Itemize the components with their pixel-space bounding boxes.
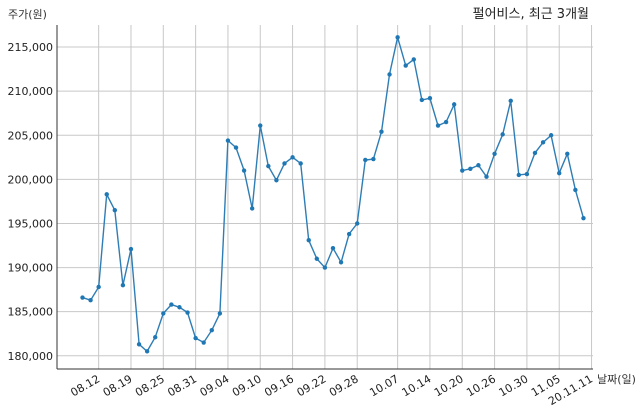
axis-layer [56, 25, 593, 370]
data-point [524, 171, 530, 177]
x-tick-label: 08.31 [165, 372, 199, 399]
y-tick-label: 185,000 [8, 306, 54, 319]
data-point [476, 163, 481, 168]
x-tick-labels: 08.1208.1908.2508.3109.0409.1009.1609.22… [68, 372, 595, 408]
x-tick-label: 08.12 [68, 372, 102, 399]
data-point [379, 129, 384, 134]
data-point [403, 63, 408, 68]
data-point [96, 284, 101, 290]
y-tick-label: 210,000 [8, 85, 54, 98]
x-tick-label: 10.20 [432, 372, 466, 399]
data-point [201, 340, 206, 345]
data-point [112, 208, 118, 213]
data-point [435, 123, 441, 128]
y-tick-labels: 180,000 185,000 190,000 195,000 200,000 205,0… [8, 41, 54, 363]
x-tick-label: 09.16 [262, 372, 296, 399]
x-axis-label: 날짜(일) [597, 372, 636, 386]
data-point [88, 298, 93, 303]
data-point [460, 168, 465, 173]
data-point [371, 156, 376, 162]
data-point [153, 335, 158, 340]
data-point [266, 163, 271, 169]
data-point [492, 151, 497, 156]
y-axis-label: 주가(원) [8, 8, 47, 21]
data-point [120, 283, 126, 288]
data-point [387, 72, 392, 77]
data-point [363, 157, 368, 163]
data-point [451, 102, 457, 107]
x-tick-label: 09.04 [198, 372, 232, 399]
data-point [177, 305, 182, 310]
data-point [225, 138, 231, 143]
data-point [573, 187, 578, 193]
x-tick-label: 10.14 [400, 372, 434, 399]
data-point [241, 168, 247, 173]
x-tick-label: 08.25 [133, 372, 167, 399]
y-tick-label: 190,000 [8, 262, 54, 275]
data-point [274, 178, 279, 183]
data-point [443, 119, 449, 125]
data-point [322, 265, 328, 270]
data-point [508, 98, 513, 104]
y-tick-label: 215,000 [8, 41, 54, 54]
data-point [484, 174, 489, 179]
data-point [395, 35, 400, 40]
data-point [355, 221, 360, 226]
data-point [427, 96, 433, 101]
data-point [411, 57, 416, 62]
data-point [144, 349, 150, 354]
data-point [565, 151, 570, 156]
x-tick-label: 09.22 [295, 372, 329, 399]
data-point [468, 166, 473, 171]
data-point [314, 256, 320, 261]
y-tick-label: 205,000 [8, 129, 54, 142]
data-point [306, 238, 311, 243]
data-point [258, 123, 263, 128]
data-point [136, 342, 142, 347]
x-tick-label: 10.30 [497, 372, 531, 399]
data-point [532, 150, 538, 156]
data-point [516, 172, 522, 178]
data-point [104, 192, 109, 197]
x-tick-label: 09.10 [230, 372, 264, 399]
x-tick-label: 08.19 [101, 372, 135, 399]
y-tick-label: 200,000 [8, 173, 54, 186]
data-point [209, 327, 214, 333]
data-point [500, 132, 505, 137]
chart-title: 펄어비스, 최근 3개월 [473, 7, 589, 22]
data-point [346, 231, 352, 237]
series-line [82, 37, 585, 353]
y-tick-label: 180,000 [8, 350, 54, 363]
data-point [338, 260, 344, 265]
y-tick-label: 195,000 [8, 217, 54, 230]
data-point [217, 311, 223, 316]
data-point [540, 140, 546, 145]
data-point [581, 215, 586, 221]
grid-layer [57, 25, 593, 369]
data-point [80, 295, 85, 300]
data-point [161, 311, 166, 316]
x-tick-label: 10.07 [367, 372, 401, 399]
data-points [80, 35, 586, 354]
data-point [169, 302, 174, 307]
data-point [193, 335, 198, 341]
data-point [249, 206, 255, 211]
data-point [128, 246, 134, 252]
data-point [298, 161, 303, 166]
data-point [185, 310, 190, 315]
data-point [548, 133, 554, 138]
data-point [557, 170, 562, 176]
data-point [282, 161, 287, 166]
data-point [290, 155, 295, 160]
x-tick-label: 09.28 [327, 372, 361, 399]
x-tick-label: 10.26 [464, 372, 498, 399]
data-point [419, 97, 425, 103]
data-point [233, 145, 239, 150]
data-point [330, 245, 336, 251]
